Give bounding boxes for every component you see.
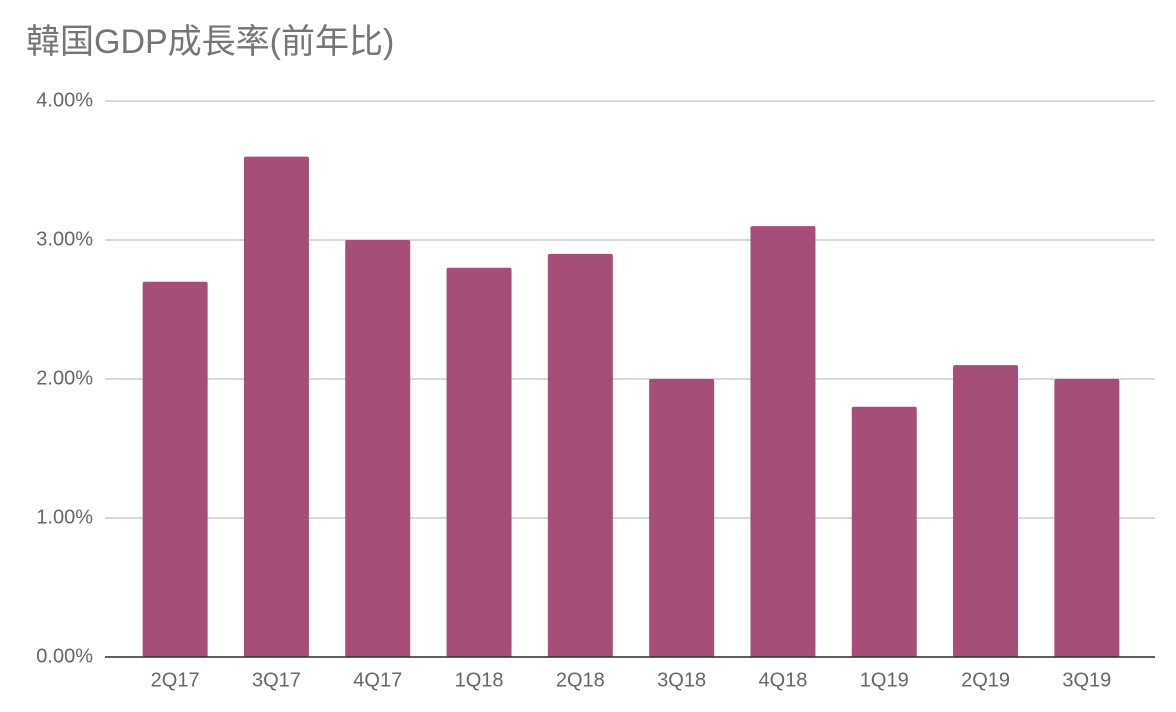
y-tick-label: 4.00% [36,89,93,111]
bar [446,267,512,657]
bar [851,406,917,657]
bar [750,226,816,657]
x-tick-label: 4Q17 [353,669,402,691]
x-tick-label: 1Q19 [860,669,909,691]
y-tick-label: 1.00% [36,506,93,528]
x-tick-label: 3Q18 [657,669,706,691]
bar [345,240,411,657]
x-tick-label: 2Q19 [961,669,1010,691]
x-tick-label: 3Q17 [252,669,301,691]
x-tick-label: 2Q18 [556,669,605,691]
x-tick-label: 3Q19 [1062,669,1111,691]
bar [547,253,613,657]
bar [142,281,208,657]
x-tick-label: 2Q17 [151,669,200,691]
bar [1054,379,1120,657]
bar [243,156,309,657]
chart-title: 韓国GDP成長率(前年比) [26,23,394,61]
y-tick-label: 2.00% [36,367,93,389]
y-tick-label: 0.00% [36,645,93,667]
bar [953,365,1019,657]
x-tick-label: 4Q18 [758,669,807,691]
y-tick-label: 3.00% [36,228,93,250]
bar [649,379,715,657]
x-tick-label: 1Q18 [455,669,504,691]
